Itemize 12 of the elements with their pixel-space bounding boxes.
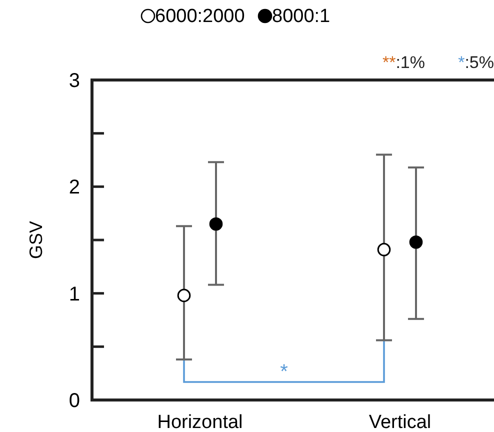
- y-tick-label: 3: [68, 70, 80, 92]
- x-tick-label: Vertical: [368, 412, 432, 432]
- x-tick-label: Horizontal: [157, 412, 243, 432]
- y-tick-label: 2: [68, 176, 80, 199]
- legend-label: 6000:2000: [155, 6, 245, 27]
- text: *:5%: [458, 53, 494, 72]
- legend-label: 8000:1: [272, 6, 330, 27]
- y-tick-label: 0: [68, 390, 80, 412]
- text: **:1%: [382, 53, 425, 72]
- y-tick-label: 1: [68, 283, 80, 306]
- y-axis-title: GSV: [26, 220, 46, 260]
- annotation: *: [280, 361, 288, 383]
